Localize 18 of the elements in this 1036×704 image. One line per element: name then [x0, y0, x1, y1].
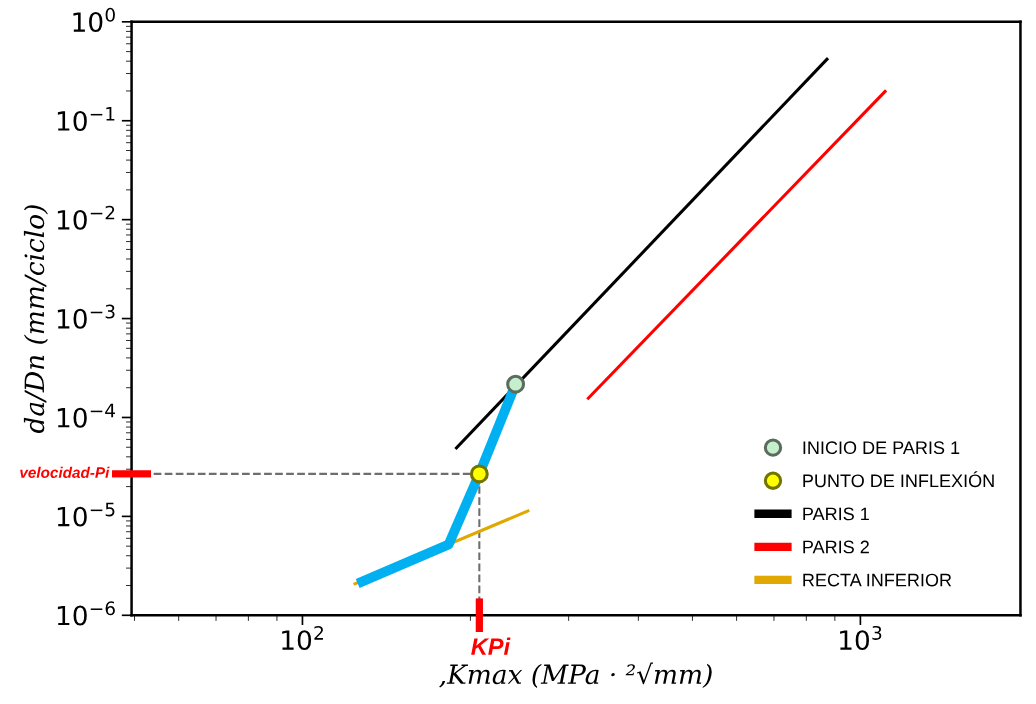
x-axis-title: ,Kmax (MPa · ²√mm)	[439, 662, 712, 688]
ref-line-label: velocidad-Pi	[20, 466, 110, 478]
y-tick-label: 10$^{−1}$	[57, 107, 115, 131]
ref-line-label: KPi	[471, 637, 511, 655]
x-tick-label: 10$^{3}$	[840, 625, 882, 651]
y-tick-label: 10$^{−2}$	[57, 205, 115, 230]
legend-label: INICIO DE PARIS 1	[803, 441, 960, 455]
legend-label: PARIS 1	[803, 507, 869, 521]
y-tick-label: 10$^{0}$	[73, 7, 115, 33]
y-tick-label: 10$^{−5}$	[57, 502, 115, 527]
legend-label: PUNTO DE INFLEXIÓN	[803, 471, 994, 488]
y-tick-label: 10$^{−4}$	[57, 403, 115, 428]
legend-label: PARIS 2	[803, 540, 869, 554]
y-axis-title: da/Dn (mm/ciclo)	[23, 205, 49, 433]
x-tick-label: 10$^{2}$	[282, 625, 323, 651]
y-tick-label: 10$^{−6}$	[57, 601, 115, 626]
legend-label: RECTA INFERIOR	[803, 573, 952, 587]
y-tick-label: 10$^{−3}$	[57, 304, 115, 329]
